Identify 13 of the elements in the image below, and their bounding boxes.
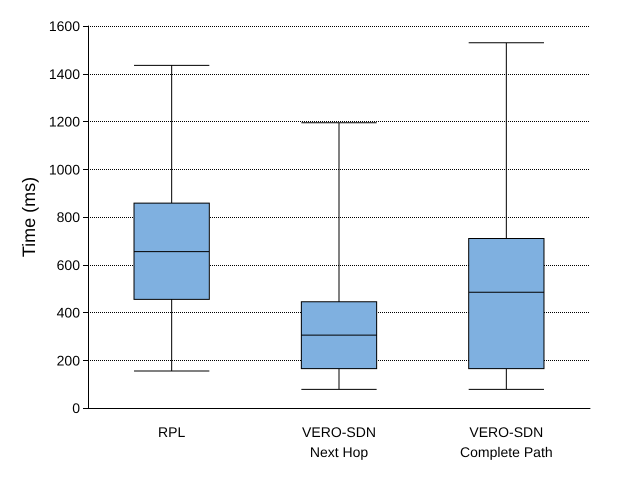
y-tick-label: 600	[56, 256, 80, 273]
y-tick-label: 1600	[48, 18, 80, 34]
y-tick-label: 1000	[48, 161, 80, 178]
y-tick-label: 400	[56, 304, 80, 320]
y-tick-label: 800	[56, 209, 80, 225]
y-axis-title: Time (ms)	[18, 176, 39, 258]
y-tick-label: 1200	[48, 114, 80, 130]
x-tick-label: VERO-SDN Complete Path	[460, 424, 553, 460]
y-tick-label: 0	[72, 400, 80, 416]
x-tick-label: VERO-SDN Next Hop	[302, 424, 376, 460]
y-tick-label: 1400	[48, 66, 80, 82]
x-tick-label: RPL	[158, 424, 186, 440]
y-tick-label: 200	[56, 352, 80, 368]
